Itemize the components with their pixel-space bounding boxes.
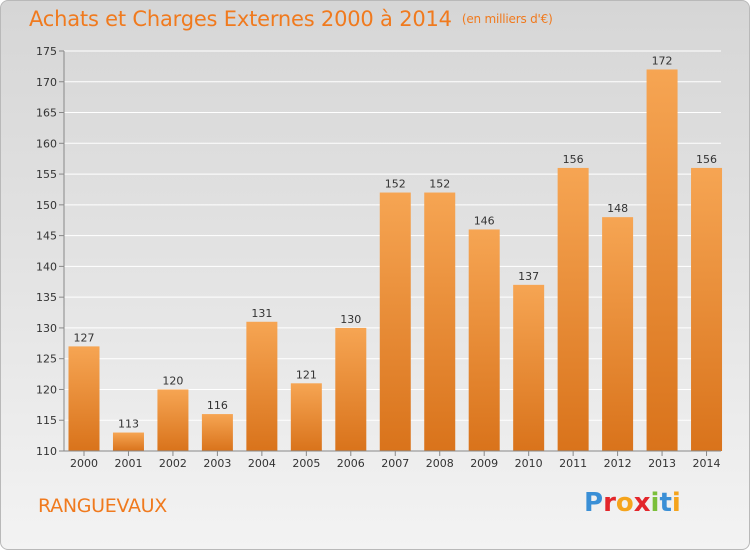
x-tick-label: 2007 [381, 457, 409, 470]
y-tick-label: 155 [36, 168, 57, 181]
data-label: 120 [162, 374, 183, 387]
x-tick-label: 2004 [248, 457, 276, 470]
bar [157, 389, 189, 451]
data-label: 130 [340, 313, 361, 326]
y-tick-label: 175 [36, 45, 57, 58]
y-tick-label: 165 [36, 107, 57, 120]
x-tick-label: 2006 [337, 457, 365, 470]
bar [557, 167, 589, 451]
x-tick-label: 2002 [159, 457, 187, 470]
bar [335, 327, 367, 451]
y-tick-label: 150 [36, 199, 57, 212]
y-tick-label: 120 [36, 383, 57, 396]
x-tick-label: 2003 [203, 457, 231, 470]
x-tick-label: 2001 [114, 457, 142, 470]
x-tick-label: 2005 [292, 457, 320, 470]
bar [513, 284, 545, 451]
data-label: 113 [118, 418, 139, 431]
data-label: 116 [207, 399, 228, 412]
bar [201, 414, 233, 451]
y-tick-label: 135 [36, 291, 57, 304]
data-label: 121 [296, 368, 317, 381]
y-tick-label: 125 [36, 353, 57, 366]
y-tick-label: 145 [36, 230, 57, 243]
x-tick-label: 2010 [515, 457, 543, 470]
data-label: 148 [607, 202, 628, 215]
x-tick-label: 2011 [559, 457, 587, 470]
x-tick-label: 2012 [604, 457, 632, 470]
proxiti-logo: Proxiti [584, 488, 681, 518]
x-tick-label: 2000 [70, 457, 98, 470]
bar [691, 167, 723, 451]
bar [379, 192, 411, 452]
bar [646, 69, 678, 451]
logo-letter: x [633, 488, 651, 518]
data-label: 172 [652, 54, 673, 67]
bar [290, 383, 322, 451]
data-label: 156 [696, 153, 717, 166]
y-tick-label: 130 [36, 322, 57, 335]
y-tick-label: 115 [36, 414, 57, 427]
logo-letter: i [650, 488, 660, 518]
y-tick-label: 110 [36, 445, 57, 458]
logo-letter: t [659, 488, 672, 518]
data-label: 131 [251, 307, 272, 320]
x-tick-label: 2008 [426, 457, 454, 470]
chart-title-text: Achats et Charges Externes 2000 à 2014 [29, 7, 452, 31]
data-label: 152 [429, 178, 450, 191]
bar [68, 346, 100, 451]
y-tick-label: 170 [36, 76, 57, 89]
y-tick-label: 140 [36, 260, 57, 273]
logo-letter: i [671, 488, 681, 518]
y-tick-label: 160 [36, 137, 57, 150]
town-name: RANGUEVAUX [38, 495, 167, 517]
logo-letter: o [615, 488, 634, 518]
data-label: 156 [563, 153, 584, 166]
data-label: 127 [74, 331, 95, 344]
bar [246, 321, 278, 451]
bar [468, 229, 500, 451]
bar [602, 217, 634, 451]
logo-letter: P [584, 488, 604, 518]
unit-note: (en milliers d'€) [461, 12, 553, 26]
logo-letter: r [603, 488, 616, 518]
bar [424, 192, 456, 452]
chart-title: Achats et Charges Externes 2000 à 2014 (e… [29, 7, 553, 31]
bar [112, 432, 144, 451]
data-label: 146 [474, 214, 495, 227]
x-tick-label: 2009 [470, 457, 498, 470]
data-label: 137 [518, 270, 539, 283]
data-label: 152 [385, 178, 406, 191]
x-tick-label: 2014 [693, 457, 721, 470]
x-tick-label: 2013 [648, 457, 676, 470]
